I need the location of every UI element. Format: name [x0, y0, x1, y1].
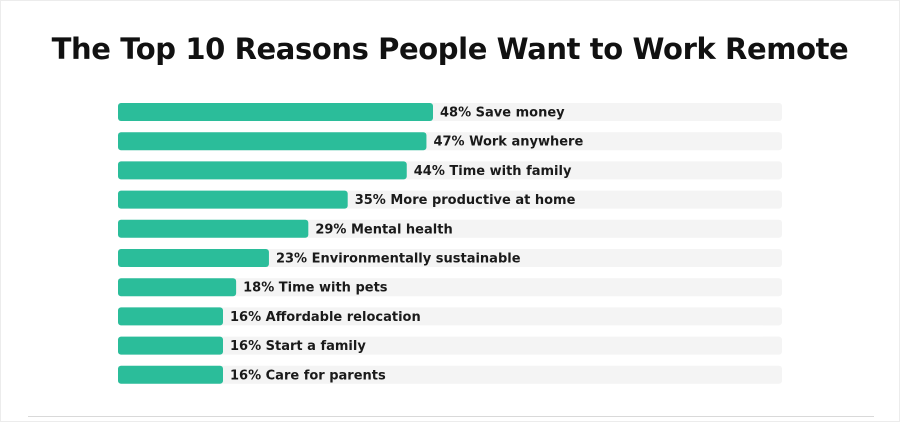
bar: [118, 278, 237, 297]
bar-label: 47% Work anywhere: [433, 135, 583, 150]
bar-track: [118, 365, 782, 384]
bar-label: 16% Start a family: [230, 339, 366, 354]
bar-track: [118, 249, 782, 267]
bar-label: 44% Time with family: [414, 164, 572, 179]
bar: [118, 336, 223, 355]
bar: [118, 103, 433, 121]
bar: [118, 161, 407, 180]
bar-track: [118, 307, 782, 326]
bar-label: 29% Mental health: [315, 222, 452, 237]
bar-label: 35% More productive at home: [355, 193, 576, 208]
chart-title: The Top 10 Reasons People Want to Work R…: [51, 32, 849, 66]
bar: [118, 190, 348, 209]
bottom-divider: [28, 416, 874, 417]
bar-label: 48% Save money: [440, 106, 565, 121]
bar: [118, 365, 223, 384]
bar-track: [118, 336, 782, 355]
bar: [118, 132, 427, 151]
bar-track: [118, 278, 782, 297]
bar-label: 16% Care for parents: [230, 368, 386, 383]
bar: [118, 307, 223, 326]
bar-label: 16% Affordable relocation: [230, 310, 421, 325]
bar: [118, 249, 269, 267]
bar-label: 23% Environmentally sustainable: [276, 252, 521, 267]
bar-label: 18% Time with pets: [243, 281, 388, 296]
bar: [118, 219, 309, 238]
